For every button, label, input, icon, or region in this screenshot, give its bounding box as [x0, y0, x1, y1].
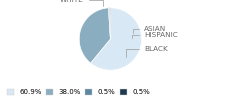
Legend: 60.9%, 38.0%, 0.5%, 0.5%: 60.9%, 38.0%, 0.5%, 0.5%	[6, 88, 151, 96]
Text: BLACK: BLACK	[126, 46, 168, 56]
Wedge shape	[90, 8, 142, 70]
Wedge shape	[108, 8, 110, 39]
Text: HISPANIC: HISPANIC	[132, 32, 178, 38]
Wedge shape	[109, 8, 110, 39]
Text: WHITE: WHITE	[60, 0, 103, 6]
Wedge shape	[79, 8, 110, 63]
Text: ASIAN: ASIAN	[133, 26, 166, 33]
